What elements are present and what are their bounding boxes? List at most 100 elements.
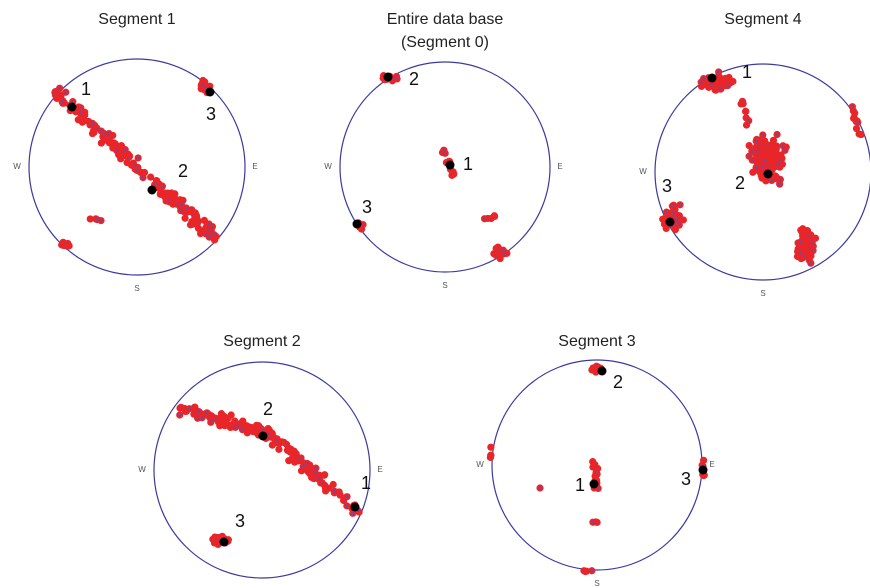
data-point <box>742 107 750 115</box>
pole-label: 3 <box>206 104 216 124</box>
point-center <box>161 184 164 188</box>
point-center <box>275 439 278 442</box>
data-point <box>487 443 495 451</box>
data-point <box>109 131 117 140</box>
mean-pole <box>383 72 393 82</box>
data-point <box>679 216 687 224</box>
compass-label: W <box>13 162 21 171</box>
pole-cluster <box>176 403 363 548</box>
data-point <box>589 458 597 466</box>
data-point <box>218 418 226 426</box>
mean-pole <box>589 479 599 489</box>
data-point <box>117 143 125 151</box>
pole-label: 1 <box>463 154 473 174</box>
point-center <box>671 211 675 214</box>
point-center <box>345 495 349 499</box>
point-center <box>809 261 813 265</box>
point-center <box>305 462 309 465</box>
data-point <box>264 425 272 433</box>
point-center <box>313 471 317 475</box>
point-center <box>317 477 321 480</box>
point-center <box>123 148 127 151</box>
stereonet-circle <box>654 63 870 281</box>
panel-title: Entire data base <box>387 11 504 28</box>
pole-label: 3 <box>681 469 691 489</box>
point-center <box>58 86 61 90</box>
data-point <box>321 481 329 489</box>
point-center <box>591 520 595 524</box>
data-point <box>304 466 313 474</box>
compass-label: W <box>138 465 146 474</box>
mean-pole <box>707 73 717 83</box>
stereonet-panel: Segment 4 W S 1 2 3 <box>639 11 870 298</box>
point-center <box>178 413 182 417</box>
data-point <box>114 151 123 159</box>
point-center <box>442 148 446 152</box>
pole-label: 2 <box>735 173 745 193</box>
data-point <box>78 118 86 126</box>
mean-pole <box>698 465 708 475</box>
mean-pole <box>350 502 360 512</box>
compass-label: E <box>377 465 382 474</box>
pole-cluster <box>354 72 511 263</box>
data-point <box>197 227 205 236</box>
point-center <box>167 198 171 202</box>
data-point <box>181 214 189 222</box>
data-point <box>101 136 109 144</box>
stereonet-panel: Segment 1 W E S 1 2 3 <box>13 11 257 293</box>
point-center <box>761 133 765 137</box>
pole-label: 3 <box>235 511 245 531</box>
stereonet-panel: Entire data base (Segment 0) W E S 2 1 3 <box>324 11 562 290</box>
point-center <box>79 110 82 114</box>
data-point <box>801 229 810 237</box>
data-point <box>186 207 195 216</box>
data-point <box>297 467 306 475</box>
point-center <box>590 569 594 573</box>
point-center <box>179 209 183 212</box>
point-center <box>678 203 682 207</box>
point-center <box>671 204 674 208</box>
point-center <box>207 229 210 232</box>
point-center <box>154 183 158 187</box>
point-center <box>799 240 803 244</box>
data-point <box>717 76 725 84</box>
point-center <box>775 133 779 136</box>
point-center <box>799 251 803 255</box>
data-point <box>329 480 337 489</box>
data-point <box>248 424 256 432</box>
stereonet-panel: Segment 3 W E S 2 1 3 <box>476 333 714 588</box>
point-center <box>699 80 703 84</box>
mean-pole <box>597 366 607 376</box>
mean-pole <box>352 219 362 229</box>
compass-label: E <box>557 162 562 171</box>
compass-label: S <box>760 289 765 298</box>
data-point <box>192 211 200 219</box>
mean-pole <box>763 169 773 179</box>
point-center <box>333 489 336 493</box>
panel-title: Segment 4 <box>724 11 801 28</box>
point-center <box>99 129 103 133</box>
data-point <box>169 190 177 198</box>
pole-label: 2 <box>263 399 273 419</box>
point-center <box>778 182 781 186</box>
mean-pole <box>147 185 157 195</box>
data-point <box>580 567 588 575</box>
point-center <box>212 233 216 237</box>
data-point <box>486 453 495 462</box>
pole-label: 2 <box>409 69 419 89</box>
point-center <box>301 465 305 468</box>
pole-label: 3 <box>662 176 672 196</box>
point-center <box>211 225 214 228</box>
pole-label: 2 <box>613 372 623 392</box>
data-point <box>181 407 190 416</box>
point-center <box>203 86 207 90</box>
mean-pole <box>445 160 455 170</box>
compass-label: S <box>594 579 599 588</box>
compass-label: W <box>639 167 647 176</box>
point-center <box>64 90 68 94</box>
point-center <box>777 162 781 166</box>
data-point <box>127 161 136 169</box>
data-point <box>275 445 283 453</box>
data-point <box>336 491 344 499</box>
data-point <box>737 100 745 108</box>
